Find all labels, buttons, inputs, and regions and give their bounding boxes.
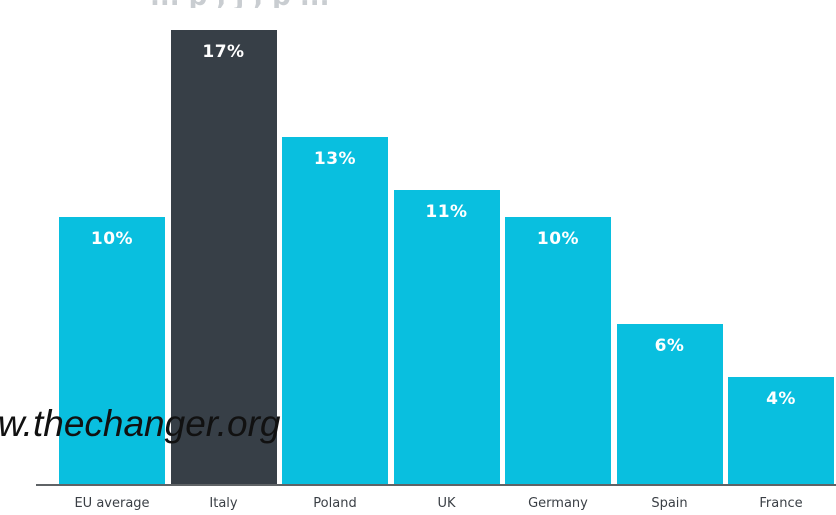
x-axis-line [36,484,836,486]
bar-spain [616,323,723,484]
tick-label-france: France [759,496,803,511]
tick-label-uk: UK [437,496,456,511]
data-label-germany: 10% [536,229,580,249]
data-label-france: 4% [766,389,796,410]
tick-label-italy: Italy [209,496,238,511]
bar-germany [505,217,611,484]
watermark-text: w.thechanger.org [0,403,281,444]
bar-poland [282,136,388,484]
chart-title-fragment: ... p , j , p ... [150,0,750,8]
bar-eu-average [59,217,165,484]
bar-italy [170,30,277,484]
tick-label-spain: Spain [651,496,688,511]
tick-label-germany: Germany [528,496,588,511]
bar-france [728,377,834,484]
data-label-spain: 6% [654,335,685,356]
tick-label-poland: Poland [313,496,357,511]
tick-label-eu-average: EU average [74,496,150,511]
data-label-poland: 13% [313,148,357,169]
data-label-eu-average: 10% [90,229,134,249]
data-label-uk: 11% [425,202,468,223]
data-label-italy: 17% [202,42,245,63]
bar-uk [393,190,500,484]
